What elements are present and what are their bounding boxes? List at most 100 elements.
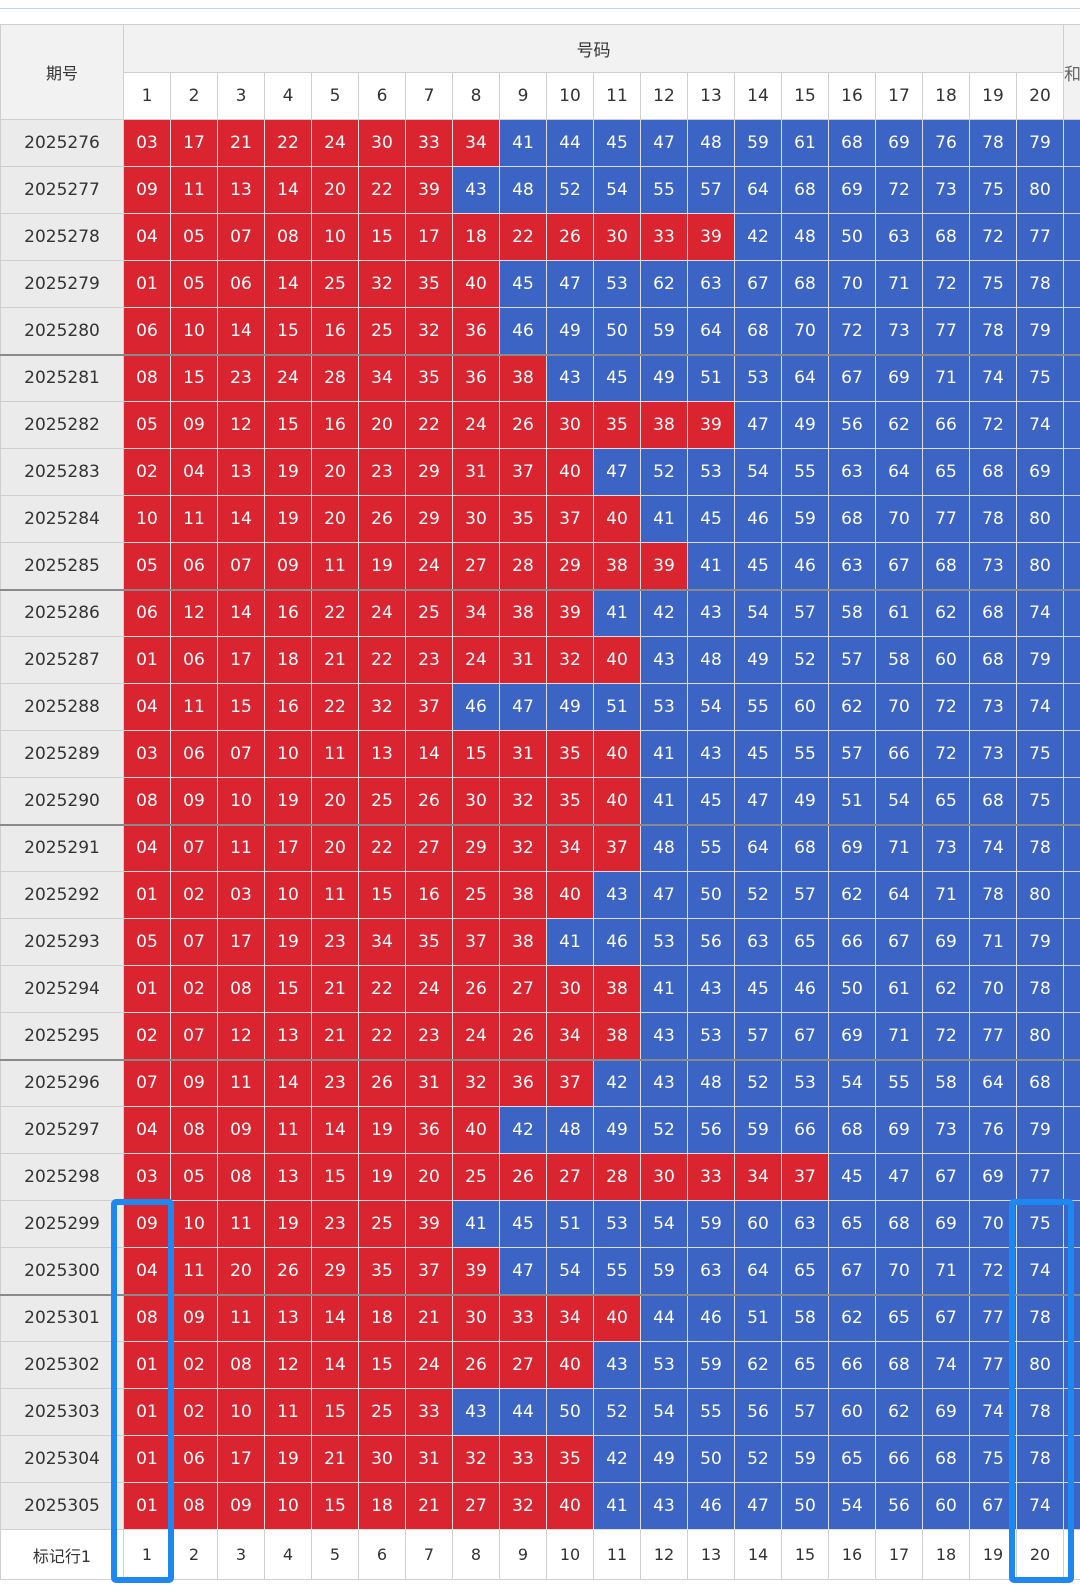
mark-row-cell[interactable]: 4 [264, 1529, 312, 1580]
number-cell-red: 13 [264, 1153, 312, 1201]
number-cell-blue: 50 [687, 871, 735, 919]
number-cell-blue: 68 [875, 1200, 923, 1248]
mark-row-cell[interactable]: 1 [123, 1529, 171, 1580]
mark-row-cell[interactable]: 2 [170, 1529, 218, 1580]
number-cell-blue: 58 [922, 1059, 970, 1107]
table-row: 2025290 08 09 10 19 20 25 26 30 32 35 40 41 45 47 49 51 5… [0, 777, 1080, 826]
number-cell-blue: 43 [546, 354, 594, 402]
number-cell-blue: 45 [593, 119, 641, 167]
number-cell-blue: 49 [781, 401, 829, 449]
number-cell-red: 26 [499, 1153, 547, 1201]
mark-row-cell[interactable]: 12 [640, 1529, 688, 1580]
cut-off-cell [1063, 307, 1080, 356]
number-cell-red: 08 [217, 1153, 265, 1201]
number-cell-red: 10 [264, 871, 312, 919]
number-cell-blue: 74 [1016, 1247, 1064, 1296]
number-cell-red: 30 [358, 119, 406, 167]
number-cell-blue: 54 [546, 1247, 594, 1296]
number-cell-blue: 55 [593, 1247, 641, 1296]
column-header: 17 [875, 72, 923, 120]
number-cell-blue: 74 [969, 354, 1017, 402]
number-cell-blue: 52 [640, 1106, 688, 1154]
number-cell-blue: 68 [734, 307, 782, 356]
column-header: 14 [734, 72, 782, 120]
issue-cell: 2025292 [0, 871, 124, 919]
number-cell-blue: 50 [546, 1388, 594, 1436]
number-cell-blue: 67 [875, 542, 923, 591]
number-cell-blue: 56 [687, 918, 735, 966]
number-cell-blue: 47 [734, 401, 782, 449]
number-cell-blue: 51 [734, 1294, 782, 1342]
mark-row-cell[interactable]: 9 [499, 1529, 547, 1580]
number-cell-blue: 46 [781, 542, 829, 591]
number-cell-blue: 41 [593, 589, 641, 637]
mark-row-cell[interactable]: 17 [875, 1529, 923, 1580]
number-cell-blue: 47 [640, 871, 688, 919]
number-cell-red: 24 [405, 542, 453, 591]
number-cell-red: 24 [264, 354, 312, 402]
number-cell-red: 40 [546, 871, 594, 919]
number-cell-red: 03 [123, 119, 171, 167]
number-cell-red: 38 [593, 542, 641, 591]
number-cell-blue: 67 [781, 1012, 829, 1061]
number-cell-red: 02 [170, 965, 218, 1013]
number-cell-blue: 75 [1016, 354, 1064, 402]
cut-off-cell [1063, 1200, 1080, 1248]
mark-row-cell[interactable]: 6 [358, 1529, 406, 1580]
number-cell-blue: 69 [828, 824, 876, 872]
mark-row-cell[interactable]: 16 [828, 1529, 876, 1580]
number-cell-blue: 72 [969, 213, 1017, 261]
mark-row-cell[interactable]: 8 [452, 1529, 500, 1580]
number-cell-red: 21 [405, 1482, 453, 1530]
table-row: 2025276 03 17 21 22 24 30 33 34 41 44 45 47 48 59 61 68 6… [0, 119, 1080, 167]
mark-row-cell[interactable]: 20 [1016, 1529, 1064, 1580]
mark-row-cell[interactable]: 13 [687, 1529, 735, 1580]
number-cell-blue: 58 [828, 589, 876, 637]
number-cell-blue: 77 [969, 1341, 1017, 1389]
number-cell-red: 23 [217, 354, 265, 402]
number-cell-blue: 78 [1016, 260, 1064, 308]
mark-row-cell[interactable]: 5 [311, 1529, 359, 1580]
issue-cell: 2025288 [0, 683, 124, 731]
number-cell-red: 17 [170, 119, 218, 167]
number-cell-red: 30 [452, 1294, 500, 1342]
number-cell-red: 23 [311, 918, 359, 966]
number-cell-red: 11 [217, 1200, 265, 1248]
mark-row-cell[interactable]: 10 [546, 1529, 594, 1580]
number-cell-blue: 43 [687, 730, 735, 778]
number-cell-red: 40 [452, 260, 500, 308]
number-cell-red: 29 [452, 824, 500, 872]
number-cell-red: 33 [640, 213, 688, 261]
number-cell-blue: 47 [593, 448, 641, 496]
number-cell-blue: 41 [452, 1200, 500, 1248]
mark-row-cell[interactable]: 15 [781, 1529, 829, 1580]
number-cell-blue: 45 [828, 1153, 876, 1201]
number-cell-red: 08 [123, 1294, 171, 1342]
number-cell-red: 24 [405, 965, 453, 1013]
number-cell-red: 15 [264, 401, 312, 449]
table-row: 2025279 01 05 06 14 25 32 35 40 45 47 53 62 63 67 68 70 7… [0, 260, 1080, 308]
mark-row-cell[interactable]: 18 [922, 1529, 970, 1580]
number-cell-blue: 46 [499, 307, 547, 356]
table-row: 2025283 02 04 13 19 20 23 29 31 37 40 47 52 53 54 55 63 6… [0, 448, 1080, 496]
number-cell-blue: 57 [734, 1012, 782, 1061]
number-cell-blue: 63 [781, 1200, 829, 1248]
mark-row-cell[interactable]: 11 [593, 1529, 641, 1580]
number-cell-red: 16 [311, 307, 359, 356]
mark-row-cell[interactable]: 14 [734, 1529, 782, 1580]
mark-row-cell[interactable]: 3 [217, 1529, 265, 1580]
mark-row-cell[interactable]: 7 [405, 1529, 453, 1580]
number-cell-red: 02 [123, 1012, 171, 1061]
number-cell-blue: 52 [546, 166, 594, 214]
column-header: 9 [499, 72, 547, 120]
number-cell-red: 34 [358, 354, 406, 402]
number-cell-red: 30 [358, 1435, 406, 1483]
number-cell-blue: 63 [828, 448, 876, 496]
number-cell-blue: 60 [922, 1482, 970, 1530]
number-cell-red: 22 [405, 401, 453, 449]
number-cell-blue: 65 [828, 1200, 876, 1248]
mark-row-cell[interactable]: 19 [969, 1529, 1017, 1580]
number-cell-red: 27 [499, 1341, 547, 1389]
number-cell-blue: 64 [687, 307, 735, 356]
number-cell-red: 34 [358, 918, 406, 966]
